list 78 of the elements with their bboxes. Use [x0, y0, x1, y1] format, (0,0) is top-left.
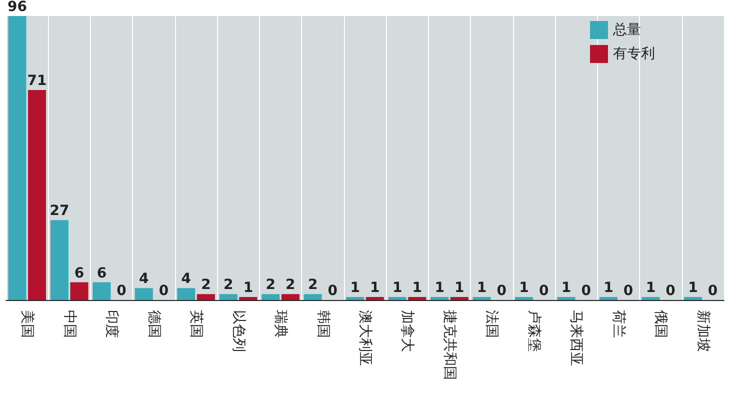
- data-label: 0: [328, 283, 338, 299]
- bar: [600, 297, 618, 300]
- data-label: 1: [434, 280, 444, 296]
- bar: [50, 220, 68, 300]
- data-label: 1: [688, 280, 698, 296]
- data-label: 0: [158, 283, 169, 299]
- legend-label: 有专利: [613, 46, 655, 62]
- x-tick-label: 马来西亚: [568, 310, 584, 366]
- bar: [430, 297, 449, 300]
- bar: [262, 294, 280, 300]
- bar: [92, 282, 111, 300]
- data-label: 2: [308, 277, 318, 294]
- x-tick-label: 捷克共和国: [441, 310, 458, 380]
- x-tick-label: 荷兰: [610, 310, 626, 338]
- bar: [557, 297, 576, 300]
- bar: [219, 294, 238, 300]
- bar: [177, 288, 196, 300]
- data-label: 2: [201, 277, 211, 294]
- x-tick-label: 卢森堡: [526, 310, 542, 352]
- data-label: 0: [708, 283, 718, 299]
- x-tick-label: 瑞典: [272, 310, 289, 338]
- bar: [28, 90, 46, 300]
- bar: [388, 297, 406, 300]
- bar: [196, 294, 215, 300]
- bar: [8, 16, 26, 300]
- data-label: 71: [27, 72, 47, 89]
- data-label: 4: [181, 271, 192, 288]
- bar: [134, 288, 153, 300]
- data-label: 0: [496, 283, 507, 299]
- x-tick-label: 澳大利亚: [357, 310, 373, 366]
- bar: [70, 282, 88, 300]
- data-label: 1: [519, 280, 529, 296]
- legend-label: 总量: [612, 22, 641, 38]
- bar: [515, 297, 534, 300]
- bar: [346, 297, 364, 300]
- x-tick-label: 韩国: [314, 310, 331, 338]
- data-label: 4: [139, 271, 150, 288]
- x-tick-label: 美国: [19, 310, 36, 338]
- data-label: 2: [286, 277, 296, 294]
- x-tick-label: 印度: [104, 310, 120, 338]
- bar: [281, 294, 300, 300]
- data-label: 1: [243, 280, 254, 296]
- data-label: 0: [581, 283, 592, 299]
- data-label: 1: [646, 280, 656, 296]
- bar: [408, 297, 426, 300]
- x-tick-label: 加拿大: [399, 310, 416, 352]
- data-label: 0: [116, 283, 127, 299]
- data-label: 1: [604, 280, 614, 296]
- data-label: 1: [412, 280, 422, 296]
- bar: [304, 294, 322, 300]
- data-label: 6: [96, 265, 107, 282]
- bar: [366, 297, 384, 300]
- data-label: 1: [370, 280, 380, 296]
- bar: [472, 297, 491, 300]
- data-label: 96: [7, 0, 27, 15]
- bar: [684, 297, 702, 300]
- bar: [239, 297, 258, 300]
- data-label: 6: [74, 265, 84, 282]
- data-label: 1: [392, 280, 402, 296]
- x-tick-label: 英国: [188, 310, 204, 338]
- x-tick-label: 德国: [146, 310, 162, 338]
- data-label: 27: [50, 203, 70, 220]
- data-label: 1: [476, 280, 487, 296]
- x-tick-label: 中国: [61, 310, 78, 338]
- data-label: 0: [666, 283, 676, 299]
- x-tick-label: 法国: [484, 310, 500, 338]
- bar: [642, 297, 660, 300]
- data-label: 1: [350, 280, 360, 296]
- data-label: 2: [224, 277, 234, 294]
- data-label: 1: [454, 280, 464, 296]
- x-tick-label: 以色列: [230, 310, 246, 352]
- bar: [450, 297, 468, 300]
- data-label: 1: [561, 280, 572, 296]
- x-tick-label: 新加坡: [694, 310, 711, 352]
- data-label: 2: [266, 277, 276, 294]
- data-label: 0: [623, 283, 634, 299]
- data-label: 0: [538, 283, 549, 299]
- x-tick-label: 俄国: [652, 310, 669, 338]
